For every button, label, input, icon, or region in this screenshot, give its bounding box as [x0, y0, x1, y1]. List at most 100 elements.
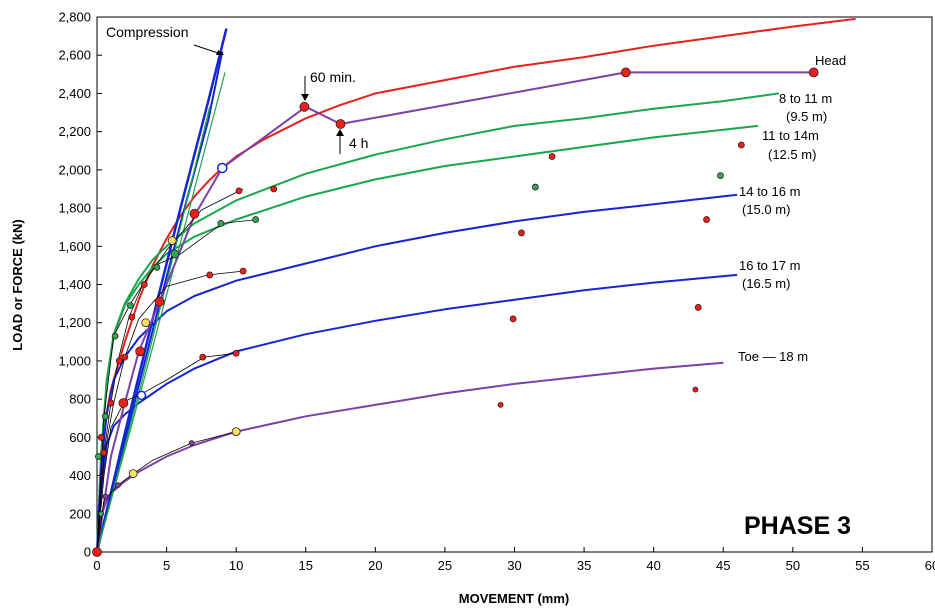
y-axis: 0 200 400 600 800 1,000 1,200 1,400 1,600 1,800 2,…: [58, 10, 102, 560]
data-point: [692, 386, 699, 393]
series-line-compression_2: [96, 51, 224, 553]
annotation-11-14: 11 to 14m: [762, 128, 819, 143]
data-point: [808, 67, 819, 78]
plot-area: [96, 16, 933, 553]
x-tick-label: 20: [368, 558, 382, 573]
data-point: [232, 349, 240, 357]
y-tick-label: 400: [69, 468, 91, 483]
annotation-14-16-depth: (15.0 m): [742, 202, 790, 217]
x-tick-label: 5: [163, 558, 170, 573]
y-tick-label: 2,800: [58, 10, 91, 25]
x-tick-label: 35: [577, 558, 591, 573]
data-point: [141, 318, 151, 328]
x-tick-label: 55: [855, 558, 869, 573]
data-point: [694, 304, 702, 311]
x-tick-label: 25: [438, 558, 452, 573]
phase-label: PHASE 3: [744, 512, 851, 540]
data-point: [217, 162, 228, 174]
data-point: [136, 390, 147, 401]
series-line-r16_17_fit: [96, 273, 738, 553]
y-tick-label: 1,400: [58, 277, 91, 292]
y-axis-title: LOAD or FORCE (kN): [10, 219, 25, 350]
data-point: [92, 547, 102, 557]
annotation-14-16: 14 to 16 m: [739, 184, 800, 199]
data-point: [703, 216, 710, 223]
compression-pointer-head: [216, 50, 224, 55]
x-axis-title: MOVEMENT (mm): [459, 591, 570, 606]
annotation-compression: Compression: [106, 24, 188, 40]
y-tick-label: 2,200: [58, 124, 91, 139]
data-point: [101, 412, 109, 420]
data-point: [206, 271, 214, 279]
data-point: [114, 482, 121, 489]
y-tick-label: 1,200: [58, 315, 91, 330]
series-line-elastic_green_2: [96, 106, 211, 553]
series-line-lower_test: [96, 352, 237, 553]
data-point: [118, 398, 129, 408]
x-tick-label: 10: [229, 558, 243, 573]
data-point: [94, 453, 102, 460]
data-point: [135, 346, 146, 357]
annotation-60-min: 60 min.: [310, 69, 356, 85]
data-point: [100, 449, 108, 457]
y-tick-label: 1,600: [58, 239, 91, 254]
data-point: [509, 315, 517, 323]
x-tick-label: 50: [786, 558, 800, 573]
annotation-toe: Toe — 18 m: [738, 349, 808, 364]
data-point: [153, 263, 161, 271]
y-tick-label: 2,000: [58, 162, 91, 177]
data-point: [335, 119, 346, 129]
data-point: [115, 357, 123, 365]
x-tick-label: 60: [925, 558, 935, 573]
y-tick-label: 200: [69, 506, 91, 521]
annotation-16-17: 16 to 17 m: [739, 258, 800, 273]
data-point: [717, 172, 724, 179]
data-point: [235, 187, 243, 195]
data-point: [737, 141, 745, 149]
data-point: [239, 267, 247, 275]
x-tick-label: 0: [93, 558, 100, 573]
data-point: [199, 353, 207, 361]
4-h-arrow-head: [336, 129, 344, 136]
series-line-elastic_green_1: [96, 72, 226, 553]
annotation-4-h: 4 h: [349, 135, 368, 151]
x-axis: 0 5 10 15 20 25 30 35 40 45 50 55 60: [93, 547, 935, 573]
data-point: [548, 153, 556, 160]
data-point: [189, 208, 200, 219]
data-point: [252, 216, 260, 223]
data-point: [102, 493, 109, 500]
data-point: [97, 433, 105, 441]
y-tick-label: 0: [84, 545, 91, 560]
y-tick-label: 1,800: [58, 201, 91, 216]
data-point: [270, 185, 278, 193]
y-tick-label: 1,000: [58, 353, 91, 368]
data-point: [620, 67, 631, 78]
data-point: [217, 219, 225, 227]
y-tick-label: 800: [69, 392, 91, 407]
series-line-r14_16_fit: [96, 193, 738, 553]
data-point: [170, 249, 180, 259]
x-tick-label: 30: [507, 558, 521, 573]
y-tick-label: 600: [69, 430, 91, 445]
annotation-11-14-depth: (12.5 m): [768, 147, 816, 162]
data-point: [154, 296, 165, 307]
data-point: [531, 183, 539, 191]
annotation-8-11: 8 to 11 m: [779, 91, 832, 106]
data-point: [121, 353, 129, 361]
data-point: [140, 281, 148, 288]
x-tick-label: 45: [716, 558, 730, 573]
annotation-head: Head: [815, 53, 846, 68]
data-point: [107, 399, 115, 407]
data-point: [128, 313, 136, 321]
x-tick-label: 15: [299, 558, 313, 573]
data-point: [299, 101, 310, 112]
data-point: [518, 229, 525, 237]
data-point: [188, 440, 195, 446]
data-point: [497, 401, 504, 408]
series-line-compression_1: [95, 28, 228, 553]
compression-pointer: [193, 44, 222, 55]
x-tick-label: 40: [646, 558, 660, 573]
data-point: [167, 236, 177, 245]
y-tick-label: 2,400: [58, 86, 91, 101]
